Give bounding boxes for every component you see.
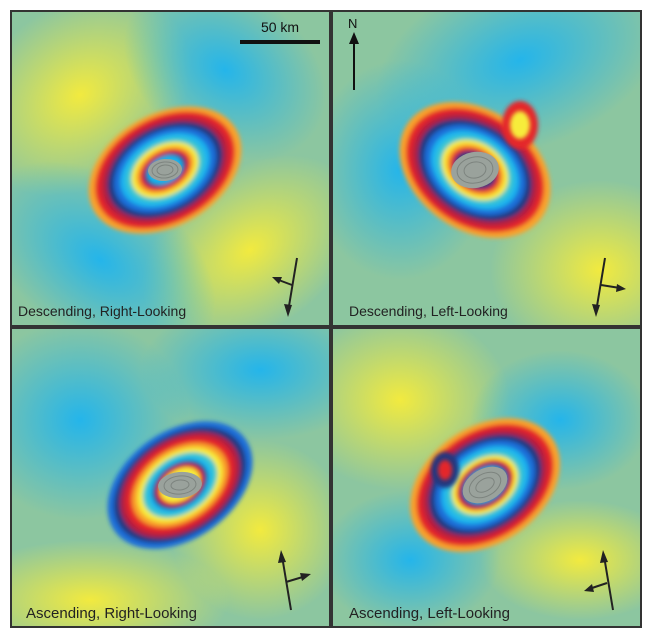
lobe-cyan [140,329,329,440]
panel-label: Ascending, Right-Looking [26,605,197,622]
panel-descending-right [12,12,329,325]
fringe-group [107,421,253,549]
look-direction-icon [584,550,614,611]
look-direction-icon [272,257,298,317]
fringe-group [410,418,560,552]
fringe-group [88,106,242,234]
scale-bar: 50 km [240,19,320,44]
north-arrow-icon: N [348,16,359,90]
fringe-group [399,101,551,239]
panel-ascending-right [12,329,329,626]
lobe-yellow [12,540,230,626]
scale-bar-label: 50 km [261,19,299,35]
panel-label: Descending, Right-Looking [18,303,186,319]
deformation-core [462,466,508,504]
look-direction-icon [592,257,626,317]
north-arrow-label: N [348,16,357,31]
panel-label: Ascending, Left-Looking [349,605,510,622]
deformation-core [158,471,202,499]
look-direction-icon [278,550,311,611]
panel-descending-left [333,12,640,325]
panel-ascending-left [333,329,640,626]
panel-label: Descending, Left-Looking [349,303,508,319]
